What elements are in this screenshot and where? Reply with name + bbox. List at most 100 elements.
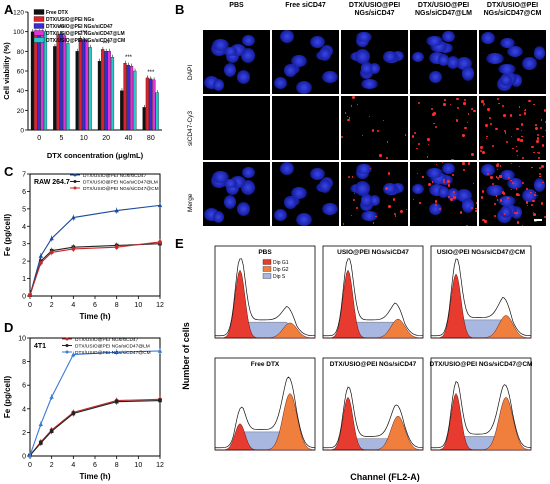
- nucleus-blob: [426, 168, 444, 178]
- bar: [85, 40, 89, 131]
- nucleus-blob: [222, 47, 238, 57]
- micrograph-tile: [479, 162, 546, 226]
- cy3-signal-dot: [344, 112, 347, 115]
- y-axis-label: Fe (pg/cell): [3, 376, 12, 419]
- cy3-signal-dot: [514, 212, 517, 214]
- nucleus-blob: [499, 38, 516, 49]
- cy3-signal-dot: [545, 130, 546, 132]
- x-axis-label: DTX concentration (μg/mL): [47, 151, 144, 160]
- nucleus-blob: [318, 47, 331, 61]
- cy3-signal-dot: [542, 135, 544, 138]
- nucleus-blob: [284, 63, 298, 77]
- cy3-signal-dot: [499, 175, 502, 178]
- panel-letter-e: E: [175, 236, 184, 251]
- nucleus-blob: [360, 211, 378, 221]
- bar: [34, 31, 38, 131]
- nucleus-blob: [222, 179, 238, 189]
- y-tick-label: 5: [22, 206, 26, 213]
- nucleus-blob: [446, 188, 459, 202]
- bar: [145, 77, 149, 131]
- data-point: [28, 293, 32, 298]
- bar: [129, 65, 134, 131]
- y-tick-label: 4: [22, 224, 26, 231]
- nucleus-blob: [212, 78, 224, 91]
- nucleus-blob: [355, 49, 371, 64]
- cy3-signal-dot: [541, 164, 545, 168]
- cy3-signal-dot: [499, 165, 502, 167]
- nucleus-blob: [499, 74, 512, 86]
- cy3-signal-dot: [506, 140, 509, 143]
- cy3-signal-dot: [394, 215, 397, 217]
- cy3-signal-dot: [496, 163, 500, 167]
- cy3-signal-dot: [516, 149, 518, 152]
- nucleus-blob: [430, 172, 448, 185]
- cy3-signal-dot: [536, 140, 539, 144]
- cy3-signal-dot: [517, 155, 519, 157]
- nucleus-blob: [290, 186, 308, 199]
- significance-marker: ***: [147, 70, 155, 76]
- cy3-signal-dot: [536, 133, 539, 137]
- cy3-signal-dot: [487, 108, 490, 111]
- cy3-signal-dot: [515, 192, 519, 196]
- y-axis-label: Number of cells: [181, 322, 191, 390]
- legend-marker: [73, 186, 77, 190]
- micrograph-tile: [479, 30, 546, 94]
- cy3-signal-dot: [523, 112, 527, 115]
- histogram-title: DTX/USIO@PEI NGs/siCD47@CM: [430, 361, 533, 368]
- cy3-signal-dot: [412, 198, 415, 201]
- cy3-signal-dot: [504, 129, 507, 132]
- cy3-signal-dot: [510, 179, 512, 182]
- cy3-signal-dot: [422, 176, 424, 178]
- bar: [66, 43, 70, 131]
- cy3-signal-dot: [426, 156, 429, 159]
- histogram-outline: [322, 386, 424, 449]
- bar: [62, 35, 67, 131]
- cy3-signal-dot: [515, 145, 518, 148]
- significance-marker: ***: [103, 41, 111, 47]
- x-tick-label: 4: [71, 302, 75, 309]
- fluorescence-micrograph-grid: PBS Free siCD47 DTX/USIO@PEI NGs/siCD47 DTX…: [175, 0, 550, 236]
- bar: [75, 51, 79, 131]
- micrograph-tile: [341, 30, 408, 94]
- cy3-signal-dot: [543, 216, 546, 219]
- bar: [37, 31, 41, 131]
- cy3-signal-dot: [456, 98, 459, 101]
- cy3-signal-dot: [462, 162, 466, 166]
- cy3-signal-dot: [521, 156, 525, 160]
- cy3-signal-dot: [411, 134, 415, 138]
- cy3-signal-dot: [453, 191, 455, 193]
- series-line: [29, 243, 161, 296]
- legend-marker: [65, 350, 69, 354]
- cy3-signal-dot: [541, 119, 543, 121]
- panel-letter-b: B: [175, 2, 185, 17]
- nucleus-blob: [284, 195, 298, 209]
- cy3-signal-dot: [341, 135, 344, 138]
- histogram-title: USIO@PEI NGs/siCD47: [337, 249, 409, 256]
- nucleus-blob: [481, 164, 496, 177]
- x-tick-label: 10: [134, 462, 142, 469]
- cy3-signal-dot: [434, 203, 438, 207]
- nucleus-blob: [290, 54, 308, 67]
- data-point: [114, 208, 119, 213]
- cy3-signal-dot: [532, 199, 535, 203]
- bar: [149, 78, 153, 131]
- cy3-signal-dot: [485, 135, 488, 138]
- micrograph-tile: [272, 30, 339, 94]
- cy3-signal-dot: [516, 127, 519, 131]
- cy3-signal-dot: [509, 114, 513, 118]
- histogram-outline: [430, 381, 532, 449]
- cy3-signal-dot: [540, 201, 544, 205]
- data-point: [38, 253, 44, 258]
- histogram-outline: [430, 258, 532, 337]
- legend-marker: [65, 344, 69, 347]
- data-point: [49, 394, 54, 399]
- cy3-signal-dot: [353, 198, 356, 201]
- cy3-signal-dot: [372, 222, 375, 224]
- cy3-signal-dot: [453, 196, 457, 200]
- legend-label: DTX/USIO@PEI NGs/siCD47@LM: [83, 180, 158, 186]
- cy3-signal-dot: [535, 124, 537, 126]
- cy3-signal-dot: [369, 167, 371, 169]
- cy3-signal-dot: [530, 192, 532, 194]
- cy3-signal-dot: [536, 137, 540, 140]
- bar: [43, 31, 48, 131]
